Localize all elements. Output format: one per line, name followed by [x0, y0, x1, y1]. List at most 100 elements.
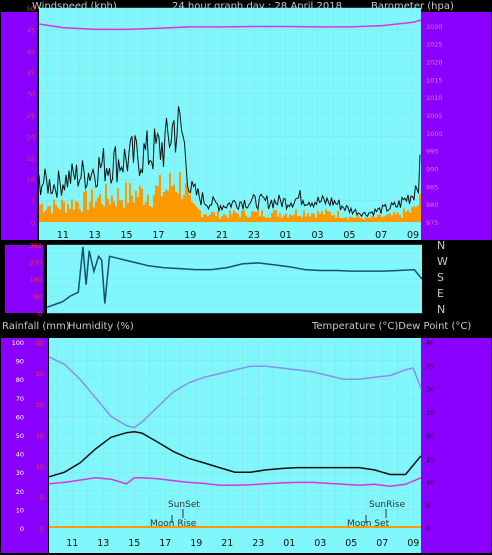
- wind-average-bar: [343, 217, 345, 222]
- temperature-tick-label: 35: [426, 362, 434, 370]
- wind-average-bar: [367, 217, 369, 222]
- wind-average-bar: [153, 194, 155, 222]
- x-tick-label: 09: [407, 230, 419, 240]
- humidity-tick-label: 90: [16, 358, 24, 366]
- rainfall-axis-label: Rainfall (mm): [2, 321, 70, 332]
- wind-average-bar: [339, 217, 341, 222]
- temperature-tick-label: 0: [426, 525, 430, 533]
- wind-average-bar: [215, 216, 217, 222]
- wind-average-bar: [347, 219, 349, 222]
- wind-average-bar: [163, 192, 165, 222]
- wind-average-bar: [399, 214, 401, 222]
- wind-average-bar: [413, 206, 415, 222]
- wind-average-bar: [119, 200, 121, 222]
- wind-average-bar: [419, 193, 421, 222]
- barometer-tick-label: 1005: [426, 112, 443, 120]
- wind-average-bar: [95, 201, 97, 222]
- wind-average-bar: [357, 215, 359, 222]
- bottom-x-tick-label: 03: [314, 538, 326, 549]
- barometer-tick-label: 980: [426, 201, 438, 209]
- wind-average-bar: [313, 213, 315, 222]
- temperature-axis-label: Temperature (°C)Dew Point (°C): [312, 321, 472, 332]
- wind-average-bar: [75, 201, 77, 222]
- wind-average-bar: [201, 217, 203, 222]
- top-gridlines: [39, 7, 421, 223]
- wind-average-bar: [147, 194, 149, 222]
- wind-average-bar: [265, 217, 267, 222]
- wind-average-bar: [85, 190, 87, 222]
- wind-average-bar: [285, 213, 287, 222]
- humidity-tick-label: 70: [16, 395, 24, 403]
- humidity-line: [48, 356, 422, 429]
- wind-average-bar: [371, 216, 373, 222]
- direction-y-ticks: 0 90 180 270 360: [30, 242, 42, 318]
- wind-average-bar: [197, 208, 199, 222]
- wind-average-bar: [283, 215, 285, 222]
- wind-average-bar: [219, 218, 221, 222]
- wind-average-bar: [303, 210, 305, 222]
- wind-average-bar: [251, 211, 253, 222]
- wind-average-bar: [297, 216, 299, 222]
- wind-average-bar: [249, 216, 251, 222]
- wind-average-bar: [63, 201, 65, 222]
- wind-average-bar: [69, 208, 71, 222]
- bottom-plot-area: [49, 338, 421, 531]
- wind-average-bar: [55, 204, 57, 222]
- barometer-tick-label: 990: [426, 166, 438, 174]
- wind-average-bar: [185, 183, 187, 222]
- wind-average-bar: [287, 217, 289, 222]
- wind-average-bar: [345, 217, 347, 222]
- wind-average-bar: [177, 193, 179, 222]
- windspeed-tick-label: 5: [31, 198, 35, 206]
- bottom-x-tick-label: 23: [252, 538, 264, 549]
- wind-average-bar: [167, 190, 169, 222]
- wind-average-bar: [149, 206, 151, 222]
- wind-average-bar: [105, 184, 107, 222]
- wind-average-bar: [333, 214, 335, 222]
- wind-average-bar: [271, 212, 273, 222]
- wind-average-bar: [87, 209, 89, 222]
- wind-average-bar: [131, 195, 133, 222]
- wind-average-bars: [39, 171, 421, 222]
- compass-n-top: N: [437, 239, 446, 252]
- wind-average-bar: [281, 217, 283, 222]
- rainfall-tick-label: 25: [36, 370, 44, 378]
- barometer-tick-label: 1015: [426, 76, 443, 84]
- compass-e: E: [437, 287, 444, 300]
- wind-average-bar: [397, 212, 399, 222]
- wind-average-bar: [389, 213, 391, 222]
- moonrise-label: Moon Rise: [150, 519, 197, 529]
- direction-line: [46, 246, 423, 309]
- wind-average-bar: [109, 204, 111, 222]
- bottom-x-ticks: 11 13 15 17 19 21 23 01 03 05 07 09: [66, 538, 419, 549]
- wind-average-bar: [275, 210, 277, 222]
- wind-average-bar: [39, 204, 41, 222]
- wind-average-bar: [253, 211, 255, 222]
- wind-average-bar: [301, 217, 303, 222]
- wind-average-bar: [337, 210, 339, 222]
- wind-average-bar: [113, 201, 115, 222]
- wind-average-bar: [151, 207, 153, 222]
- windspeed-tick-label: 35: [27, 69, 35, 77]
- wind-average-bar: [141, 188, 143, 222]
- wind-average-bar: [239, 216, 241, 222]
- wind-average-bar: [383, 216, 385, 222]
- wind-average-bar: [135, 191, 137, 222]
- wind-average-bar: [221, 216, 223, 222]
- wind-average-bar: [71, 199, 73, 222]
- wind-average-bar: [311, 212, 313, 222]
- wind-average-bar: [117, 188, 119, 222]
- barometer-tick-label: 1010: [426, 94, 443, 102]
- wind-average-bar: [247, 217, 249, 222]
- wind-average-bar: [107, 198, 109, 222]
- humidity-y-ticks: 0 10 20 30 40 50 60 70 80 90 100: [12, 339, 24, 533]
- temperature-tick-label: 30: [426, 386, 434, 394]
- wind-average-bar: [217, 210, 219, 222]
- wind-average-bar: [123, 207, 125, 222]
- wind-average-bar: [231, 214, 233, 222]
- compass-s: S: [437, 271, 444, 284]
- wind-average-bar: [261, 210, 263, 222]
- wind-average-bar: [175, 191, 177, 222]
- wind-average-bar: [101, 203, 103, 222]
- wind-average-bar: [369, 218, 371, 222]
